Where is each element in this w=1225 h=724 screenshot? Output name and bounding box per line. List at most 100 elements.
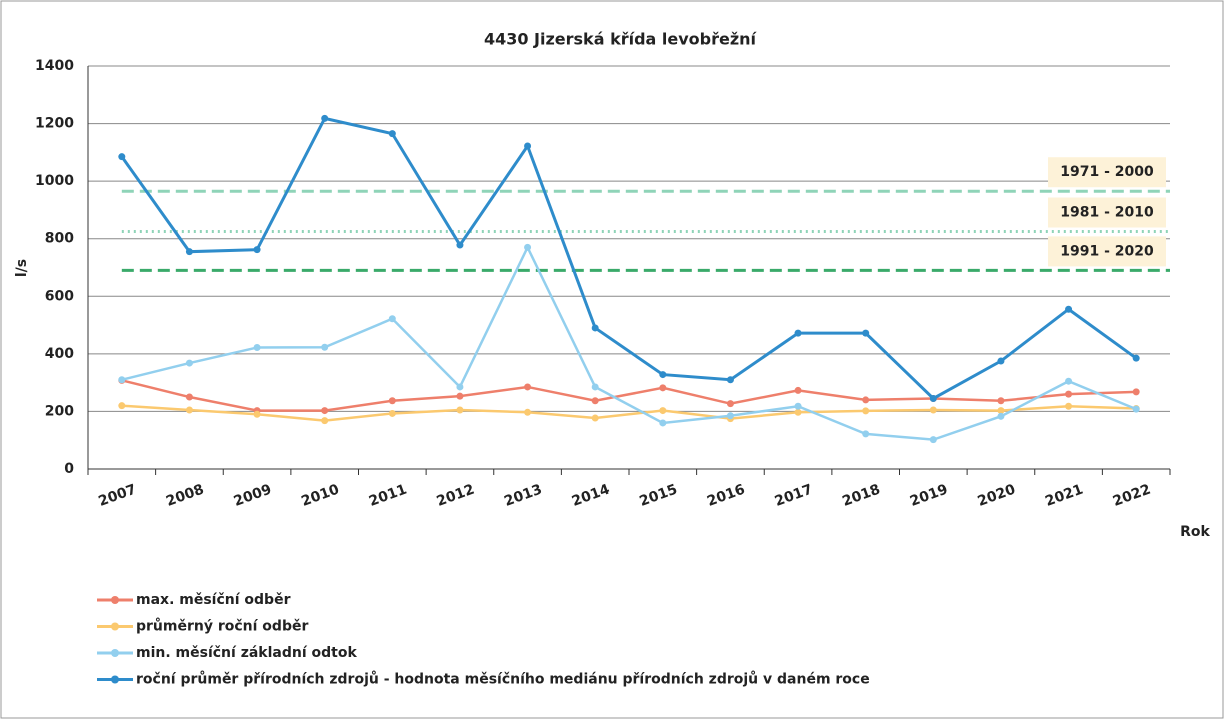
legend-marker: [111, 649, 119, 657]
series-point: [659, 419, 667, 427]
series-point: [591, 324, 599, 332]
reference-label-box: [1048, 236, 1166, 267]
x-tick-label: 2022: [1111, 481, 1153, 509]
series-point: [321, 114, 329, 122]
reference-label-box: [1048, 157, 1166, 188]
series-point: [456, 406, 464, 414]
series-point: [456, 241, 464, 249]
legend-marker: [111, 675, 119, 684]
x-tick-label: 2011: [367, 481, 409, 509]
y-tick-label: 400: [45, 346, 74, 362]
series-point: [1132, 354, 1140, 362]
series-point: [862, 396, 870, 404]
series-point: [118, 402, 126, 410]
x-tick-label: 2012: [435, 481, 477, 509]
reference-label: 1981 - 2010: [1060, 205, 1154, 221]
y-tick-label: 1400: [35, 58, 74, 74]
series-point: [118, 376, 126, 384]
series-point: [456, 383, 464, 391]
chart-title: 4430 Jizerská křída levobřežní: [484, 30, 758, 49]
series-point: [524, 142, 532, 150]
series-point: [659, 384, 667, 392]
reference-label: 1991 - 2020: [1060, 243, 1154, 259]
series-point: [253, 344, 261, 352]
series-point: [524, 243, 532, 251]
x-tick-label: 2009: [232, 481, 274, 509]
series-point: [185, 359, 193, 367]
series-point: [997, 407, 1005, 415]
series-point: [388, 409, 396, 417]
x-tick-label: 2016: [705, 481, 747, 509]
x-tick-label: 2017: [773, 481, 815, 509]
series-line: [120, 116, 1138, 401]
series-point: [253, 246, 261, 254]
series-point: [388, 315, 396, 323]
x-tick-label: 2007: [96, 481, 138, 509]
reference-label: 1971 - 2000: [1060, 164, 1154, 180]
legend-label: max. měsíční odběr: [136, 592, 291, 608]
series-point: [862, 329, 870, 337]
series-point: [591, 383, 599, 391]
legend-marker: [111, 622, 119, 631]
series-point: [1065, 402, 1073, 410]
legend-label: min. měsíční základní odtok: [136, 645, 357, 661]
series-point: [388, 397, 396, 405]
series-point: [794, 329, 802, 337]
y-tick-label: 200: [45, 403, 74, 419]
series-point: [794, 402, 802, 410]
series-point: [1065, 305, 1073, 313]
series-point: [726, 376, 734, 384]
x-tick-label: 2013: [502, 481, 544, 509]
series-point: [997, 357, 1005, 365]
x-tick-label: 2020: [976, 481, 1018, 509]
series-point: [524, 408, 532, 416]
x-tick-label: 2021: [1043, 481, 1085, 509]
series-point: [726, 412, 734, 420]
y-tick-label: 0: [64, 461, 74, 477]
series-point: [591, 397, 599, 405]
y-tick-label: 800: [45, 231, 74, 247]
y-axis-label: l/s: [14, 259, 30, 277]
reference-label-box: [1048, 197, 1166, 228]
x-tick-label: 2019: [908, 481, 950, 509]
series-point: [1065, 390, 1073, 398]
y-tick-label: 1000: [35, 173, 74, 189]
series-point: [321, 417, 329, 425]
series-point: [456, 392, 464, 400]
series-point: [794, 408, 802, 416]
series-point: [794, 386, 802, 394]
series-point: [726, 400, 734, 408]
series-point: [929, 406, 937, 414]
legend-marker: [111, 596, 119, 604]
series-point: [1132, 388, 1140, 396]
series-point: [929, 394, 937, 402]
x-tick-label: 2008: [164, 481, 206, 509]
series-point: [862, 430, 870, 438]
series-point: [118, 153, 126, 161]
series-point: [997, 412, 1005, 420]
series-point: [524, 383, 532, 391]
series-line: [121, 404, 1137, 422]
series-point: [1065, 377, 1073, 385]
x-axis-label: Rok: [1180, 524, 1210, 540]
series-point: [1132, 405, 1140, 413]
series-point: [185, 406, 193, 414]
legend-label: roční průměr přírodních zdrojů - hodnota…: [136, 671, 870, 688]
x-tick-label: 2018: [840, 481, 882, 509]
x-tick-label: 2010: [299, 481, 341, 509]
series-point: [388, 130, 396, 138]
x-tick-label: 2014: [570, 481, 612, 509]
series-point: [862, 407, 870, 415]
series-point: [321, 407, 329, 415]
series-point: [253, 410, 261, 418]
series-point: [659, 407, 667, 415]
series-point: [185, 393, 193, 401]
series-point: [185, 248, 193, 256]
legend-label: průměrný roční odběr: [136, 618, 308, 635]
series-line: [121, 379, 1137, 412]
series-point: [321, 343, 329, 351]
x-tick-label: 2015: [637, 481, 679, 509]
